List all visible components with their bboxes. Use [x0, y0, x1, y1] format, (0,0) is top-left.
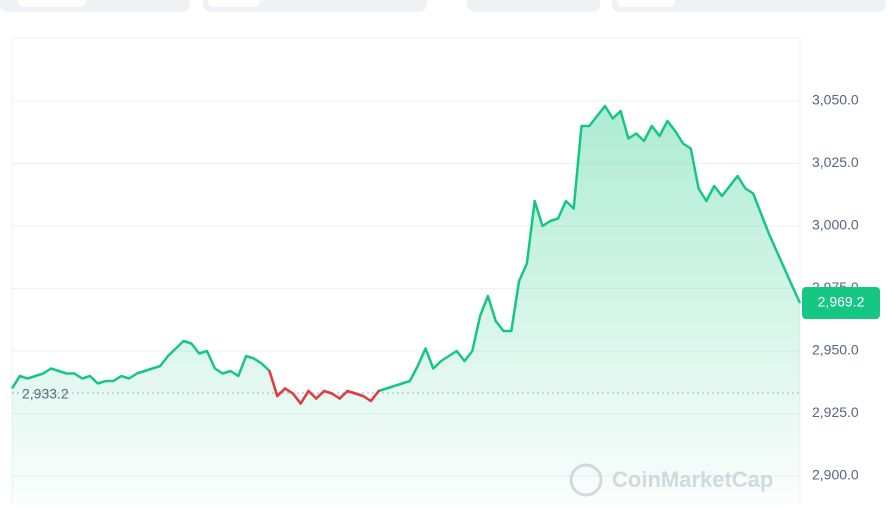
- below-baseline-highlight: [283, 387, 295, 395]
- below-baseline-highlight: [291, 392, 302, 405]
- y-tick-label: 3,000.0: [812, 217, 859, 233]
- below-baseline-highlight: [299, 389, 310, 405]
- y-tick-label: 3,025.0: [812, 154, 859, 170]
- y-tick-label: 2,925.0: [812, 404, 859, 420]
- below-baseline-highlight: [307, 389, 318, 400]
- tab-group[interactable]: [612, 0, 886, 12]
- below-baseline-highlight: [346, 389, 357, 395]
- current-price-label: 2,969.2: [818, 294, 865, 310]
- baseline-label: 2,933.2: [22, 386, 69, 402]
- y-tick-label: 2,900.0: [812, 467, 859, 483]
- below-baseline-highlight: [315, 389, 326, 400]
- tab-group[interactable]: [467, 0, 600, 12]
- tab[interactable]: [208, 0, 260, 7]
- area-fill: [12, 106, 800, 504]
- watermark-text: CoinMarketCap: [612, 467, 773, 492]
- current-price-badge: [802, 287, 880, 319]
- watermark: CoinMarketCap: [569, 463, 773, 497]
- price-line: [10, 104, 802, 405]
- below-baseline-highlight: [361, 394, 373, 403]
- below-baseline-highlight: [369, 389, 380, 403]
- y-tick-label: 2,950.0: [812, 342, 859, 358]
- below-baseline-highlight: [330, 392, 341, 400]
- plot-frame: [11, 37, 801, 509]
- below-baseline-highlight: [276, 387, 287, 398]
- tab[interactable]: [617, 0, 675, 7]
- tab[interactable]: [18, 0, 86, 7]
- below-baseline-highlight: [338, 389, 349, 400]
- below-baseline-highlight: [268, 369, 279, 398]
- y-tick-label: 3,050.0: [812, 92, 859, 108]
- watermark-logo: [569, 463, 603, 497]
- below-baseline-highlight: [354, 392, 365, 398]
- below-baseline-highlight: [322, 389, 334, 395]
